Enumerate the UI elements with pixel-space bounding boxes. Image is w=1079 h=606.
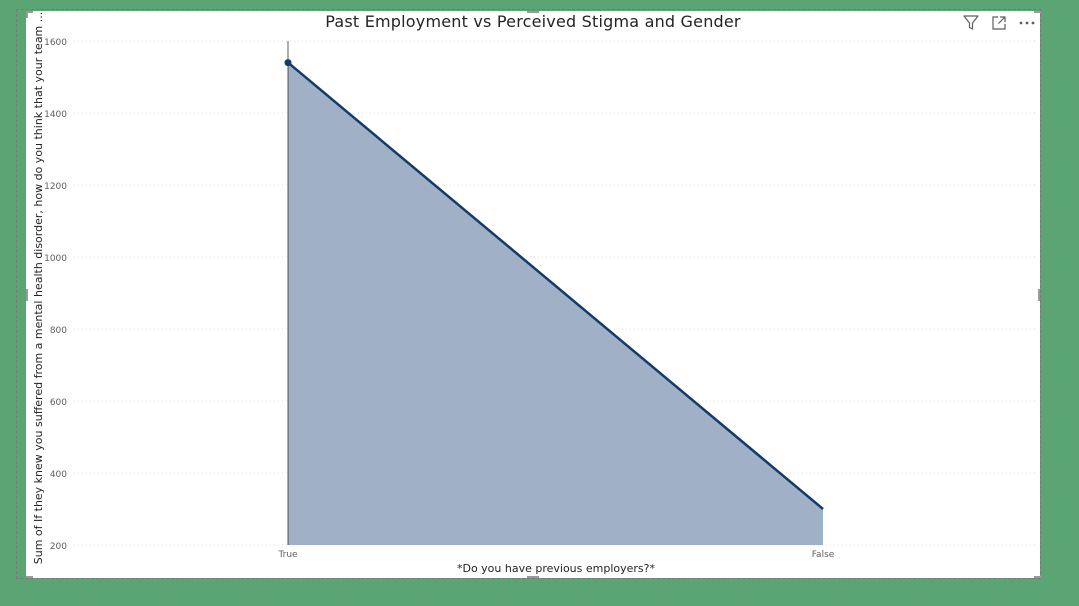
series-layer xyxy=(284,41,824,545)
y-tick-label-1200: 1200 xyxy=(44,182,67,192)
visual-selection-border xyxy=(16,9,1041,579)
chart-title: Past Employment vs Perceived Stigma and … xyxy=(325,12,741,31)
resize-handle-left[interactable] xyxy=(26,289,28,301)
y-tick-label-1400: 1400 xyxy=(44,110,67,120)
area-chart-visual[interactable]: Past Employment vs Perceived Stigma and … xyxy=(26,11,1040,578)
x-tick-label-false: False xyxy=(812,550,835,560)
x-axis-title: *Do you have previous employers?* xyxy=(457,562,656,575)
y-tick-label-800: 800 xyxy=(50,326,67,336)
y-tick-label-1000: 1000 xyxy=(44,254,67,264)
data-point-true xyxy=(284,59,292,67)
resize-handle-top-left[interactable] xyxy=(26,11,33,13)
y-tick-label-1600: 1600 xyxy=(44,38,67,48)
y-tick-label-400: 400 xyxy=(50,470,67,480)
focus-mode-icon[interactable] xyxy=(990,14,1008,32)
resize-handle-top[interactable] xyxy=(527,11,539,13)
series-area-fill xyxy=(288,62,823,545)
resize-handle-bottom[interactable] xyxy=(527,576,539,578)
resize-handle-top-right[interactable] xyxy=(1034,11,1041,13)
resize-handle-top-left-v[interactable] xyxy=(26,11,28,18)
y-tick-label-200: 200 xyxy=(50,542,67,552)
y-axis-title: Sum of If they knew you suffered from a … xyxy=(32,12,45,565)
x-axis-ticks: True False xyxy=(277,550,834,560)
more-options-icon[interactable] xyxy=(1018,14,1036,32)
series-line xyxy=(287,61,824,510)
y-axis-ticks: 200 400 600 800 1000 1200 1400 1600 xyxy=(44,38,67,552)
y-tick-label-600: 600 xyxy=(50,398,67,408)
resize-handle-bottom-right[interactable] xyxy=(1034,576,1041,578)
chart-plot: 200 400 600 800 1000 1200 1400 1600 True False S… xyxy=(32,12,1036,575)
x-tick-label-true: True xyxy=(277,550,298,560)
visual-header xyxy=(962,14,1036,32)
resize-handle-right[interactable] xyxy=(1038,289,1040,301)
filter-icon[interactable] xyxy=(962,14,980,32)
resize-handle-bottom-left[interactable] xyxy=(26,576,33,578)
